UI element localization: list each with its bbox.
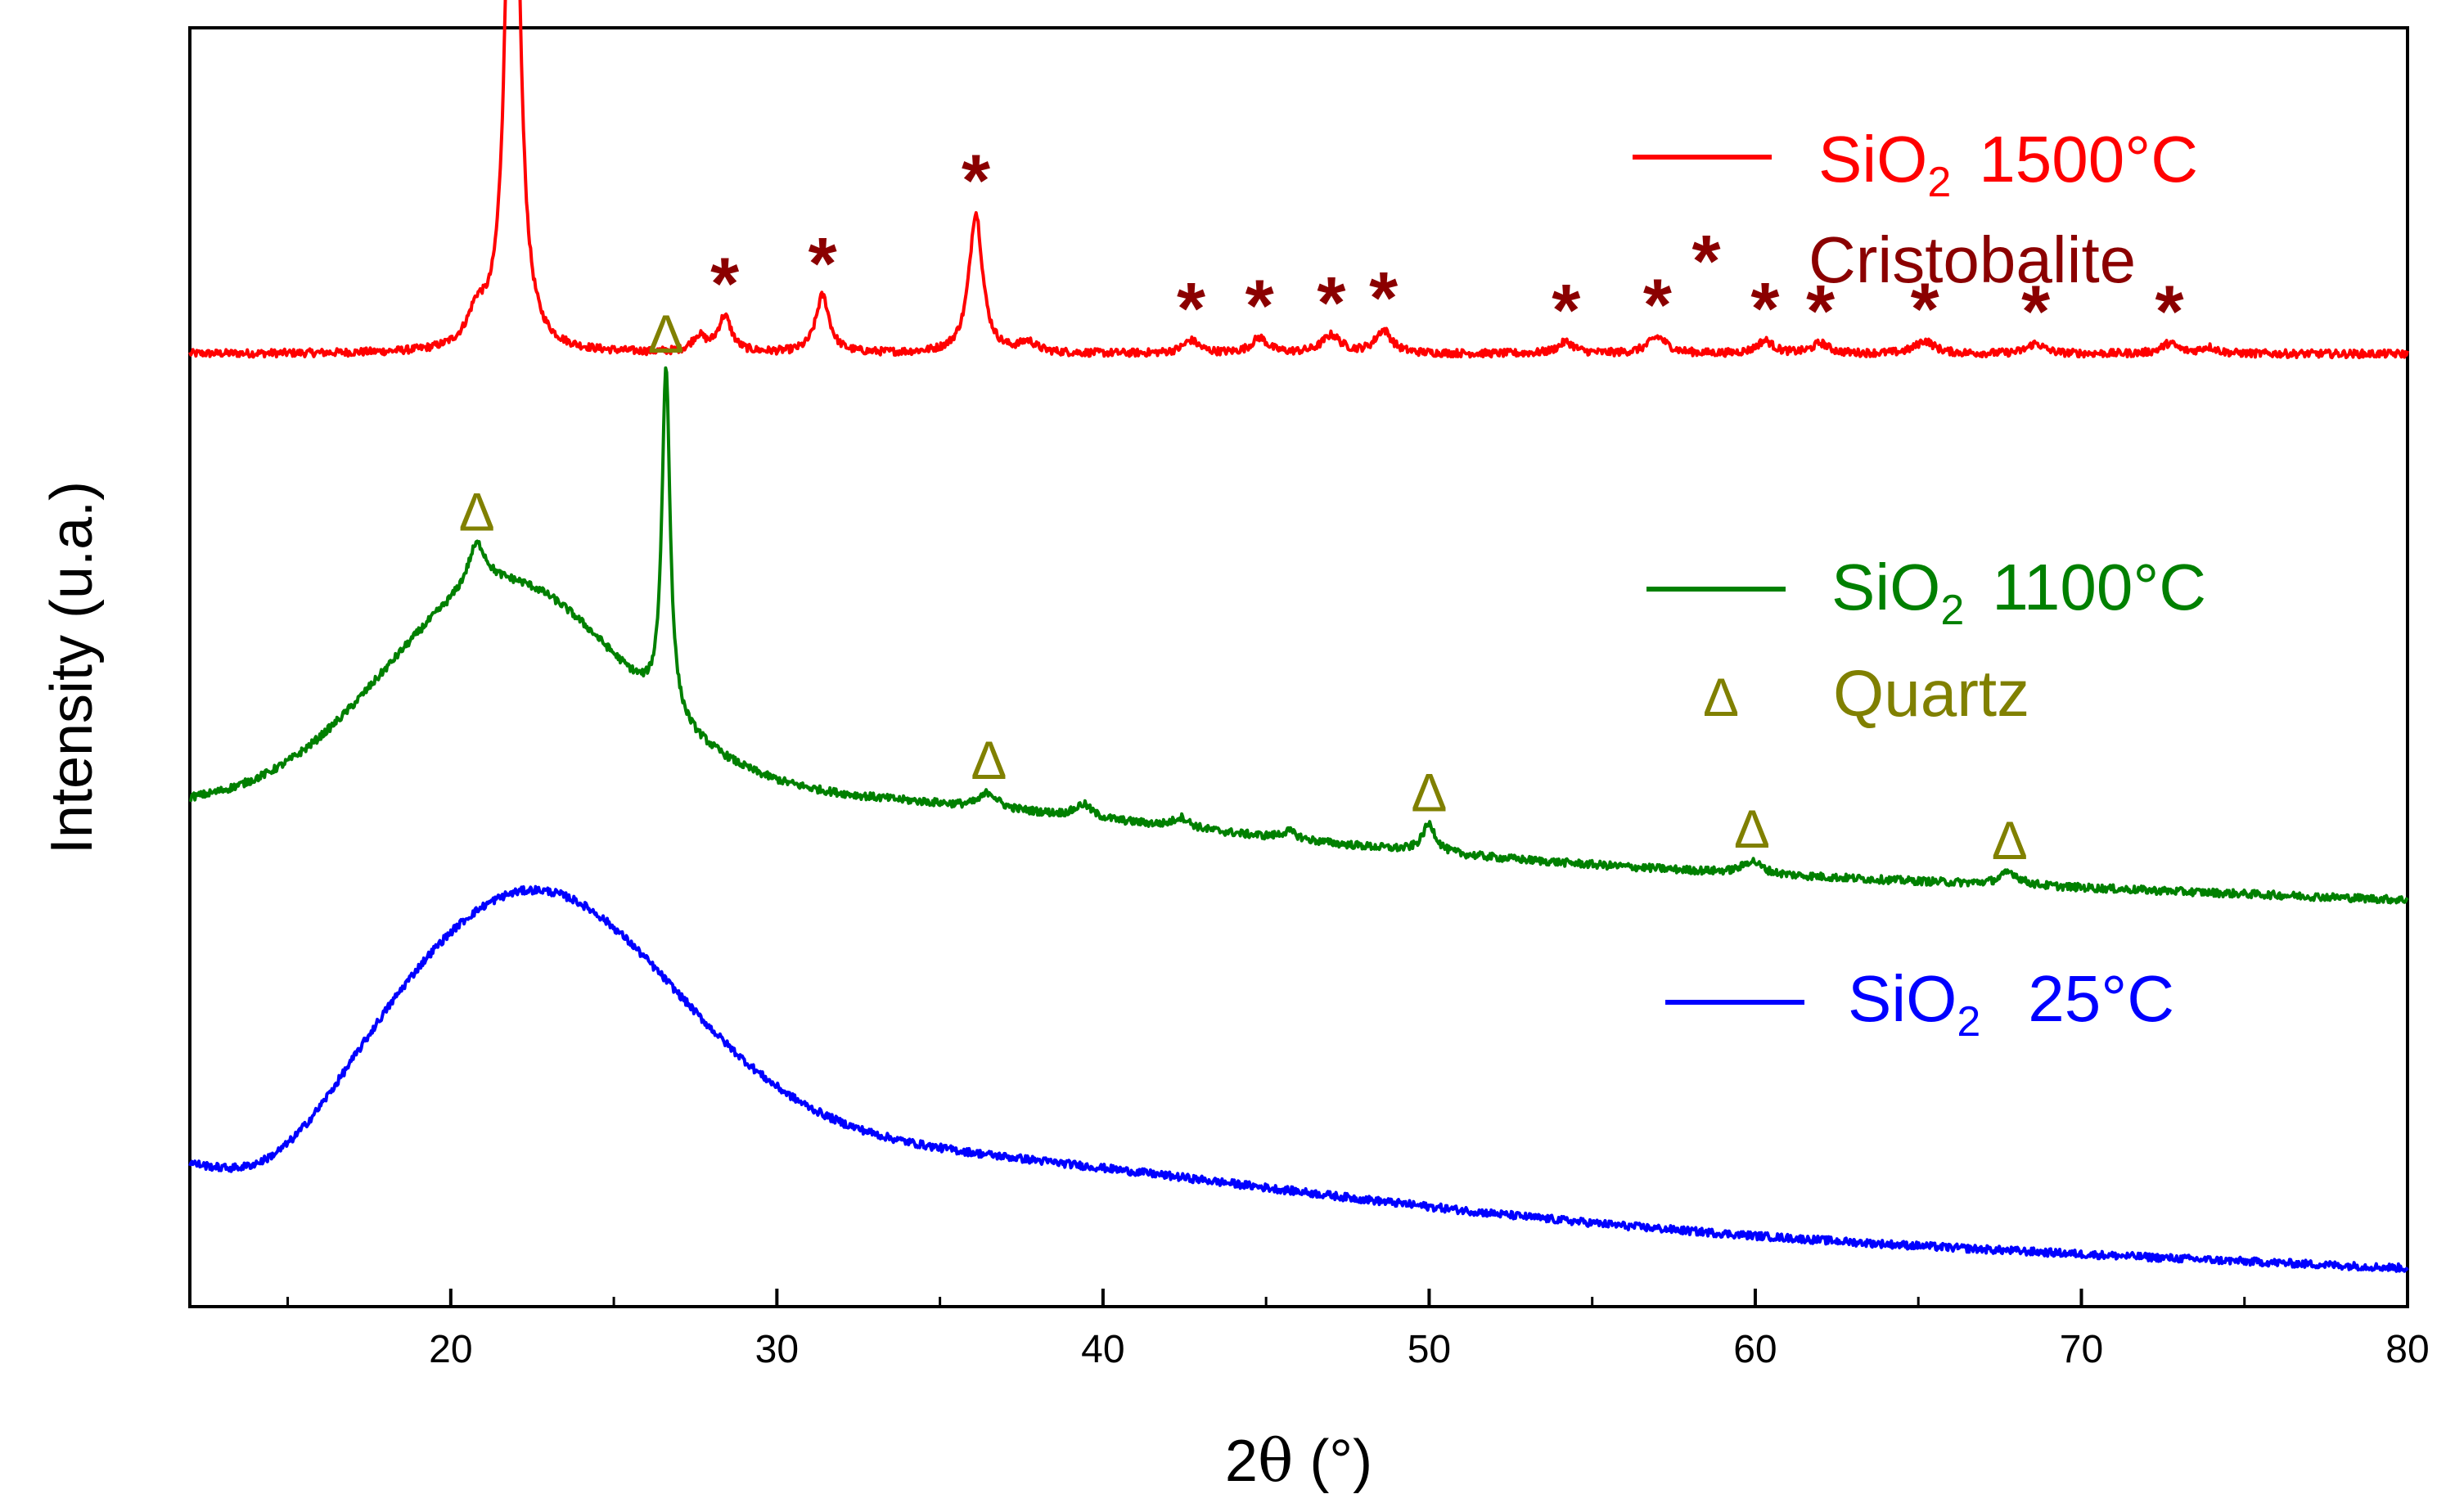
legend-1500: SiO2 1500°C — [1633, 123, 2198, 206]
legend-label-quartz: Quartz — [1833, 657, 2029, 730]
x-tick-label: 80 — [2385, 1328, 2429, 1371]
x-axis-ticks: 20 30 40 50 60 70 80 — [286, 1289, 2430, 1371]
legend-delta-symbol: Δ — [1703, 667, 1739, 727]
x-tick-label: 30 — [755, 1328, 799, 1371]
cristobalite-marker: * — [1750, 268, 1779, 350]
cristobalite-marker: * — [1806, 271, 1835, 353]
x-tick-label: 70 — [2060, 1328, 2103, 1371]
x-axis-title-main: 2 — [1225, 1429, 1258, 1494]
cristobalite-marker: * — [1643, 265, 1672, 347]
legend-label-cristobalite: Cristobalite — [1809, 223, 2136, 296]
quartz-marker: Δ — [459, 481, 495, 542]
cristobalite-marker: * — [710, 243, 739, 325]
x-tick-label: 60 — [1733, 1328, 1777, 1371]
x-axis-title-theta: θ — [1258, 1426, 1293, 1495]
quartz-marker: Δ — [1411, 762, 1447, 822]
legend-1100: SiO2 1100°C — [1646, 551, 2206, 634]
legend-label-25: SiO2 25°C — [1848, 962, 2174, 1046]
cristobalite-marker: * — [962, 141, 990, 223]
legend-star-symbol: * — [1691, 221, 1720, 303]
cristobalite-marker: * — [1552, 270, 1580, 352]
cristobalite-marker: * — [1317, 263, 1345, 344]
y-axis-title: Intensity (u.a.) — [39, 481, 105, 854]
x-axis-title-unit: (°) — [1293, 1429, 1372, 1494]
series-line-0 — [188, 0, 2409, 360]
cristobalite-marker: * — [1911, 269, 1939, 351]
series-layer — [188, 0, 2409, 1273]
legend-label-1100: SiO2 1100°C — [1831, 551, 2206, 634]
legend-25: SiO2 25°C — [1665, 962, 2174, 1046]
cristobalite-marker: * — [2021, 272, 2050, 353]
cristobalite-marker: * — [1246, 265, 1274, 347]
plot-frame — [188, 26, 2409, 1308]
quartz-marker: Δ — [971, 730, 1007, 790]
cristobalite-marker: * — [1369, 258, 1398, 340]
x-axis-title: 2θ (°) — [1225, 1426, 1372, 1495]
series-line-1 — [188, 366, 2409, 905]
quartz-marker: Δ — [1992, 810, 2028, 871]
x-tick-label: 20 — [429, 1328, 472, 1371]
legend-label-1500: SiO2 1500°C — [1818, 123, 2198, 206]
legend-quartz: Δ Quartz — [1703, 657, 2029, 730]
cristobalite-marker: * — [809, 223, 837, 305]
legend-cristobalite: * Cristobalite — [1691, 221, 2136, 303]
series-line-2 — [188, 884, 2409, 1273]
x-tick-label: 40 — [1081, 1328, 1124, 1371]
cristobalite-marker: * — [1177, 268, 1205, 350]
x-tick-label: 50 — [1408, 1328, 1451, 1371]
quartz-marker: Δ — [1734, 799, 1770, 859]
cristobalite-marker: * — [2155, 271, 2184, 353]
quartz-marker: Δ — [648, 304, 684, 364]
